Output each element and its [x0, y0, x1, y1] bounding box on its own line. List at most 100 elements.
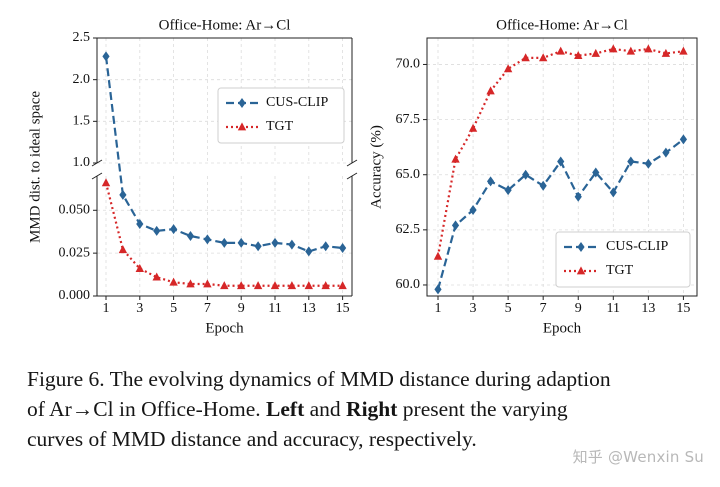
x-axis-label: Epoch — [543, 320, 582, 336]
y-tick-label: 0.000 — [59, 288, 91, 303]
data-point — [626, 46, 636, 55]
x-tick-label: 5 — [170, 301, 177, 316]
data-point — [433, 251, 443, 260]
legend-marker — [577, 242, 585, 252]
legend-label: CUS-CLIP — [266, 95, 328, 110]
y-tick-label: 2.5 — [73, 30, 91, 45]
x-axis-label: Epoch — [205, 320, 244, 336]
data-point — [661, 48, 671, 57]
x-tick-label: 13 — [302, 301, 316, 316]
legend-marker — [238, 98, 246, 108]
axis-break-mark — [91, 172, 103, 180]
x-tick-label: 9 — [238, 301, 245, 316]
y-tick-label: 65.0 — [396, 167, 421, 182]
data-point — [237, 237, 245, 248]
chart-title: Office-Home: Ar→Cl — [159, 17, 291, 33]
data-point — [503, 64, 513, 73]
data-point — [254, 241, 262, 252]
caption-text: of Ar→Cl in Office-Home. — [27, 397, 261, 421]
data-point — [591, 48, 600, 57]
data-point — [679, 46, 688, 55]
data-point — [468, 123, 478, 132]
figure-caption: Figure 6. The evolving dynamics of MMD d… — [27, 364, 707, 454]
legend-label: TGT — [606, 263, 634, 278]
y-tick-label: 67.5 — [396, 112, 421, 127]
chart-title: Office-Home: Ar→Cl — [496, 17, 628, 33]
data-point — [451, 154, 460, 163]
data-point — [136, 219, 144, 229]
data-point — [504, 185, 512, 196]
data-point — [644, 44, 653, 53]
data-point — [287, 281, 297, 290]
data-point — [102, 51, 110, 62]
data-point — [574, 51, 583, 60]
data-point — [662, 147, 670, 158]
data-point — [451, 220, 460, 231]
y-tick-label: 62.5 — [396, 222, 421, 237]
data-point — [644, 158, 652, 169]
data-point — [339, 243, 347, 253]
data-point — [253, 281, 263, 290]
caption-left-bold: Left — [266, 397, 305, 421]
data-point — [679, 134, 688, 145]
series-line-tgt — [436, 47, 684, 257]
data-point — [220, 237, 228, 248]
x-tick-label: 7 — [540, 301, 547, 316]
data-point — [305, 246, 313, 257]
legend-label: CUS-CLIP — [606, 239, 668, 254]
data-point — [539, 180, 547, 191]
data-point — [237, 281, 246, 290]
caption-text: present the varying — [402, 397, 568, 421]
legend-box — [217, 87, 345, 144]
y-tick-label: 0.025 — [59, 245, 91, 260]
data-point — [271, 237, 279, 248]
y-tick-label: 0.050 — [59, 203, 91, 218]
data-point — [153, 225, 161, 236]
plot-frame — [426, 37, 698, 297]
data-point — [118, 245, 128, 254]
data-point — [101, 178, 111, 187]
y-tick-label: 1.0 — [73, 155, 91, 170]
legend-marker — [237, 122, 247, 131]
data-point — [288, 239, 296, 250]
y-axis-label: Accuracy (%) — [368, 125, 384, 209]
axis-break-mark — [346, 159, 358, 167]
x-tick-label: 3 — [470, 301, 477, 316]
data-point — [321, 281, 330, 290]
x-tick-label: 15 — [336, 301, 350, 316]
data-point — [304, 281, 313, 290]
data-point — [486, 176, 495, 187]
data-point — [574, 191, 582, 202]
data-point — [538, 53, 548, 62]
caption-right-bold: Right — [346, 397, 398, 421]
series-line-cusclip — [104, 56, 343, 253]
x-tick-label: 3 — [136, 301, 143, 316]
data-point — [322, 241, 330, 252]
data-point — [609, 44, 618, 53]
x-tick-label: 9 — [575, 301, 582, 316]
data-point — [557, 156, 565, 167]
data-point — [521, 53, 530, 62]
data-point — [556, 46, 565, 55]
x-tick-label: 1 — [435, 301, 442, 316]
data-point — [203, 234, 211, 245]
caption-text: and — [309, 397, 341, 421]
data-point — [338, 281, 347, 290]
x-tick-label: 1 — [103, 301, 110, 316]
data-point — [434, 284, 442, 295]
data-point — [119, 189, 127, 200]
data-point — [627, 156, 635, 167]
axis-break-mark — [346, 172, 358, 180]
y-axis-label: MMD dist. to ideal space — [27, 91, 43, 243]
data-point — [270, 281, 280, 290]
y-tick-label: 60.0 — [396, 277, 421, 292]
data-point — [609, 187, 617, 198]
right-chart-accuracy: 60.062.565.067.570.01 3 5 7 9 11 13 15Office-Ho… — [368, 17, 698, 336]
data-point — [186, 231, 195, 241]
data-point — [186, 279, 195, 288]
legend-marker — [576, 266, 586, 275]
watermark-text: 知乎 @Wenxin Su — [572, 448, 704, 466]
data-point — [522, 169, 530, 180]
legend-box — [555, 231, 691, 288]
